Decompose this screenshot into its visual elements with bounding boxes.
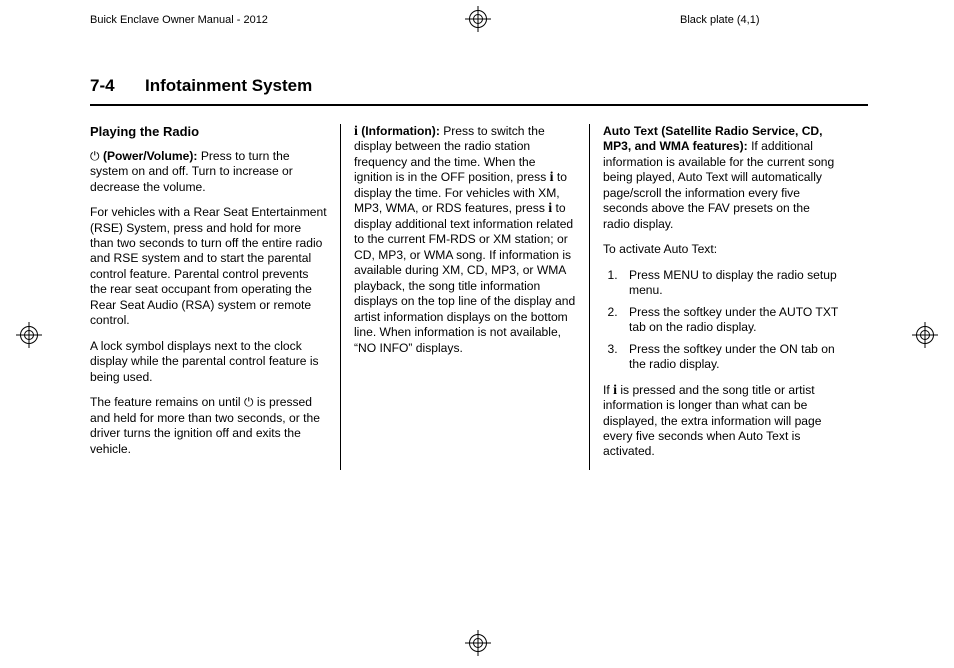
steps-list: Press MENU to display the radio setup me… [603,268,840,373]
registration-mark-top [465,6,491,32]
para-lock-symbol: A lock symbol displays next to the clock… [90,339,327,385]
page-number: 7-4 [90,76,115,96]
column-3: Auto Text (Satellite Radio Service, CD, … [590,124,840,470]
para-power-volume: ⏻ (Power/Volume): Press to turn the syst… [90,149,327,195]
columns: Playing the Radio ⏻ (Power/Volume): Pres… [90,124,868,470]
column-2: i (Information): Press to switch the dis… [340,124,590,470]
header-right-text: Black plate (4,1) [680,14,759,26]
page-root: Buick Enclave Owner Manual - 2012 Black … [0,0,954,668]
para-information: i (Information): Press to switch the dis… [354,124,576,356]
para-activate: To activate Auto Text: [603,242,840,257]
para-auto-text: Auto Text (Satellite Radio Service, CD, … [603,124,840,232]
text-if-b: is pressed and the song title or artist … [603,383,821,459]
registration-mark-right [912,322,938,348]
lead-power-volume: (Power/Volume): [100,149,198,163]
power-icon-2: ⏻ [244,395,254,409]
step-3: Press the softkey under the ON tab on th… [621,342,840,373]
step-2: Press the softkey under the AUTO TXT tab… [621,305,840,336]
content-area: 7-4 Infotainment System Playing the Radi… [90,76,868,470]
power-icon: ⏻ [90,149,100,163]
text-if-a: If [603,383,613,397]
text-feature-a: The feature remains on until [90,395,244,409]
header-left-text: Buick Enclave Owner Manual - 2012 [90,14,268,26]
chapter-title: Infotainment System [145,76,312,96]
subheading-playing-radio: Playing the Radio [90,124,327,141]
column-1: Playing the Radio ⏻ (Power/Volume): Pres… [90,124,340,470]
registration-mark-left [16,322,42,348]
para-feature-remains: The feature remains on until ⏻ is presse… [90,395,327,457]
lead-information: (Information): [358,124,440,138]
page-title-bar: 7-4 Infotainment System [90,76,868,106]
para-if-pressed: If i is pressed and the song title or ar… [603,383,840,460]
para-rse: For vehicles with a Rear Seat Entertainm… [90,205,327,329]
step-1: Press MENU to display the radio setup me… [621,268,840,299]
text-info-c: to display additional text information r… [354,201,575,354]
registration-mark-bottom [465,630,491,656]
